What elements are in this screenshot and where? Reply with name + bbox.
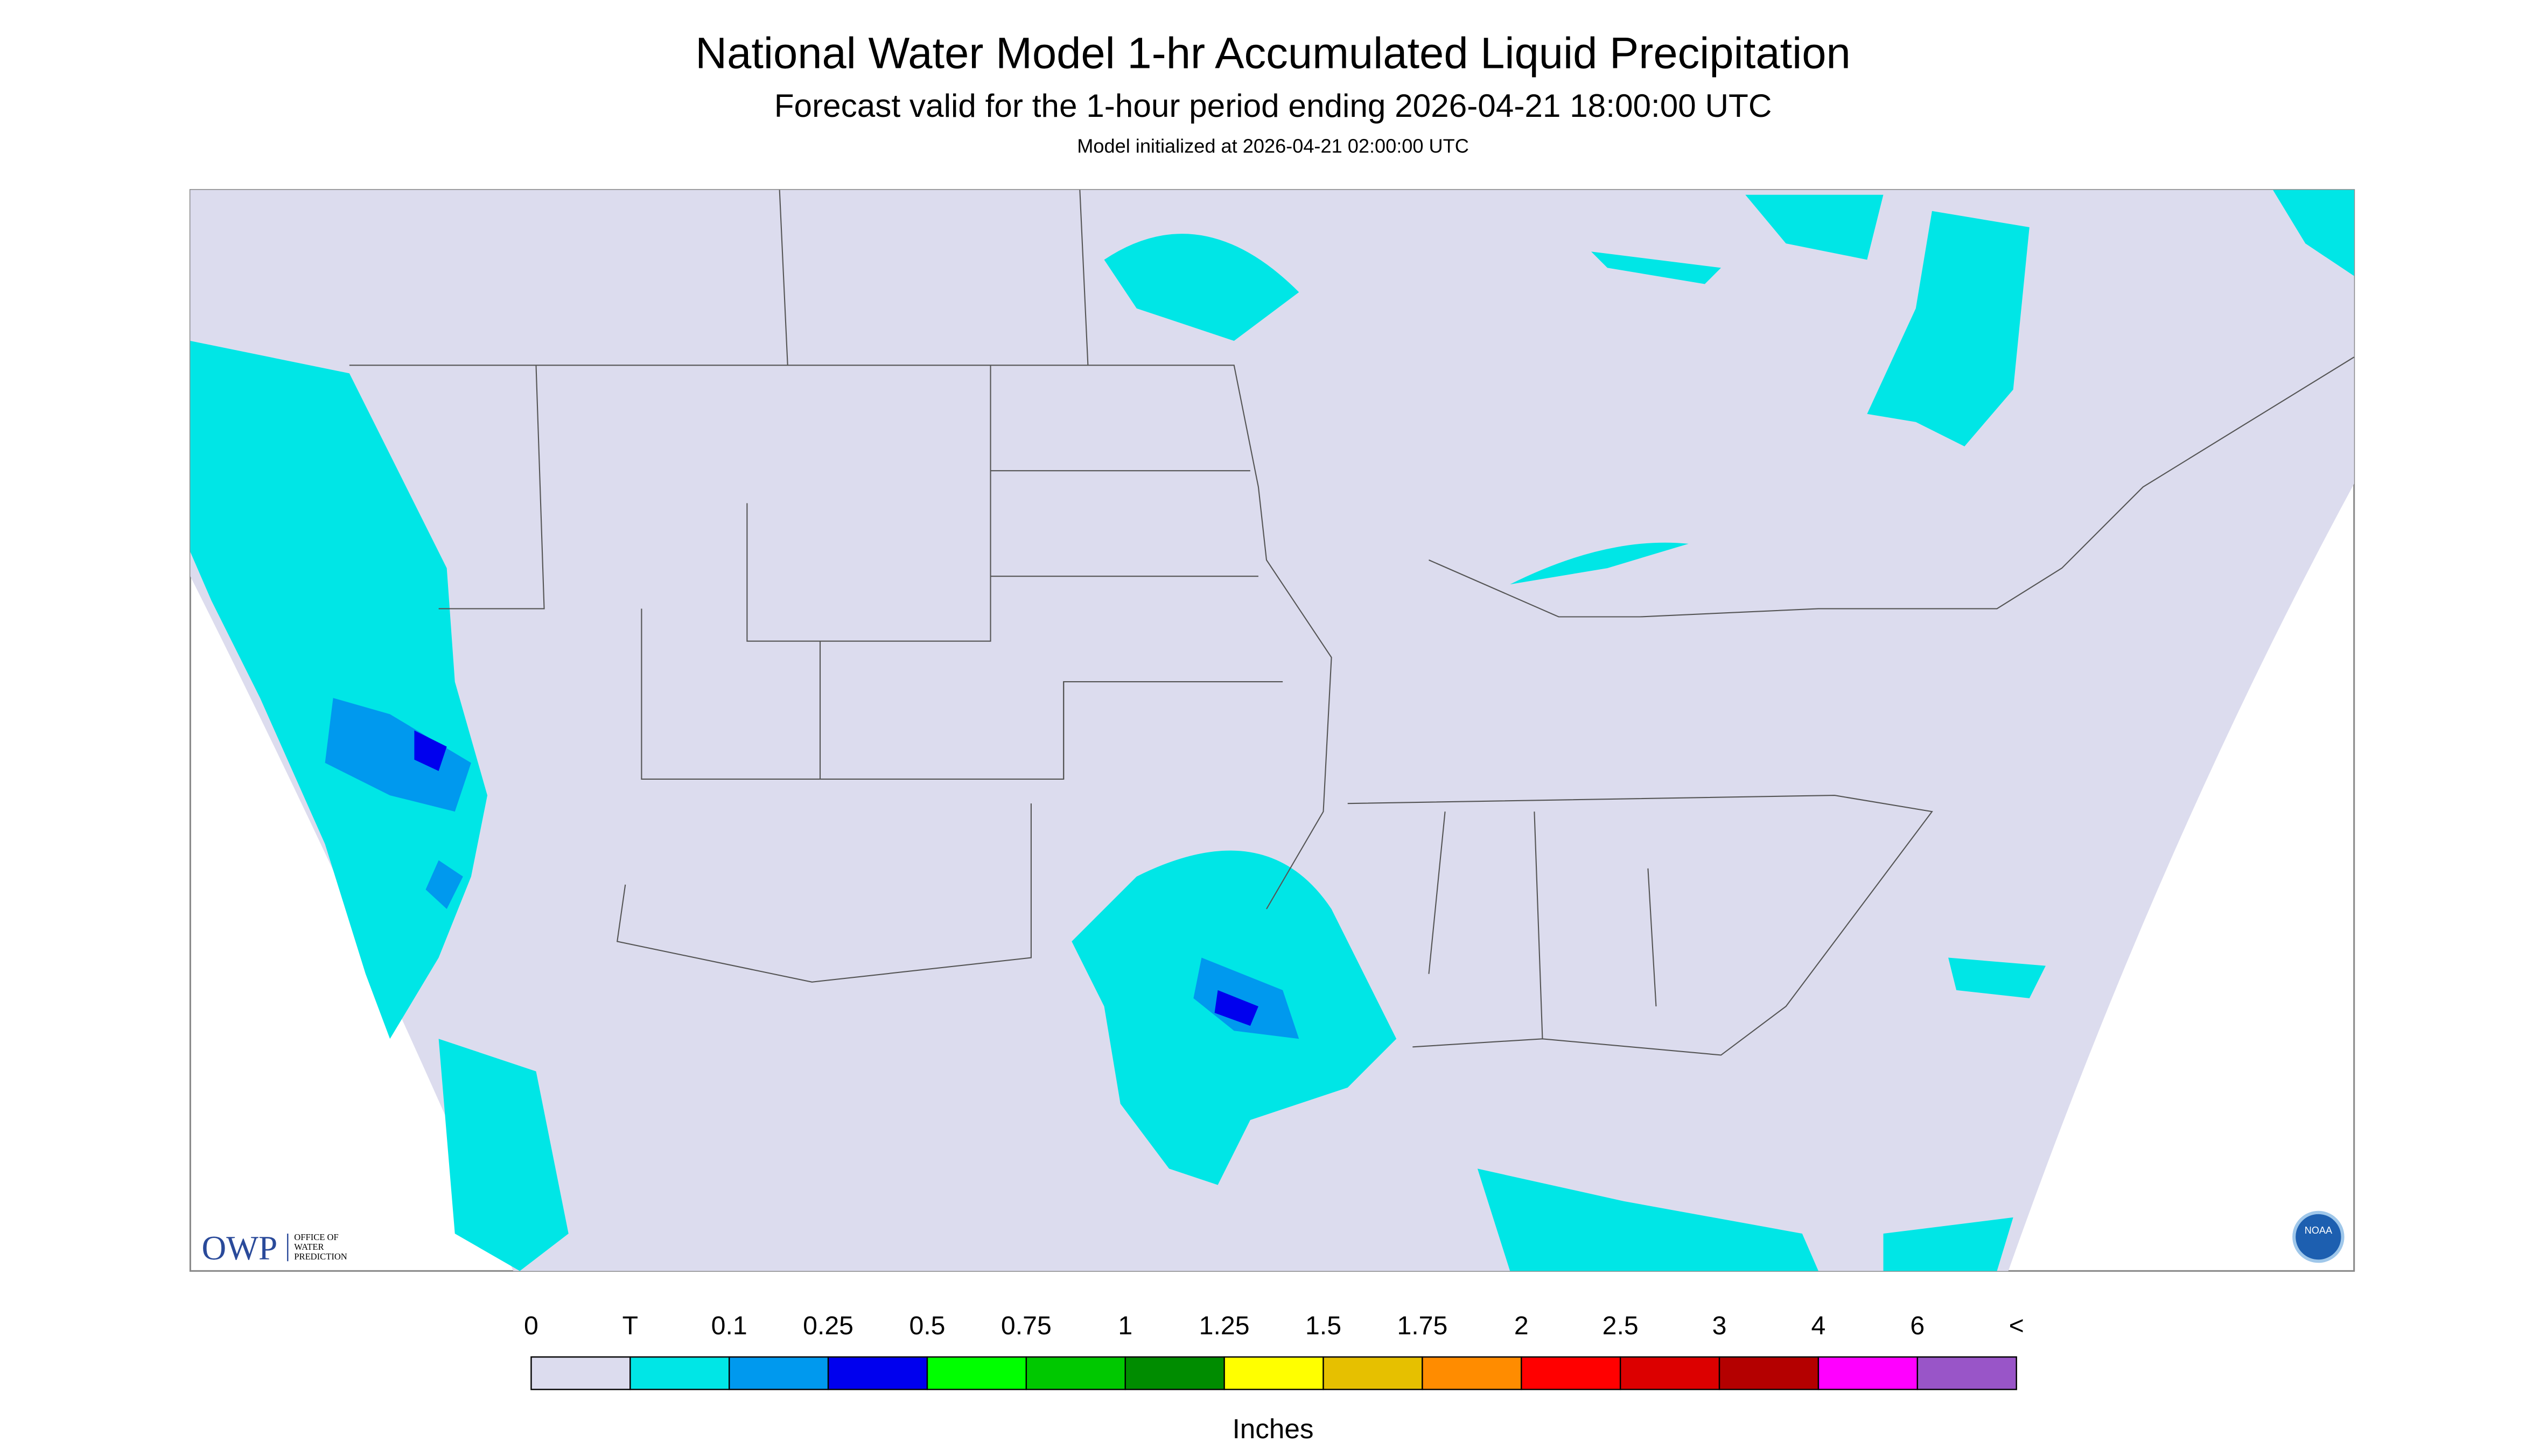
legend-swatch [827,1356,928,1390]
init-time: Model initialized at 2026-04-21 02:00:00… [1077,135,1469,157]
legend-unit: Inches [1233,1413,1314,1444]
precip-moderate [325,698,1299,1039]
legend-label: 1.75 [1397,1311,1447,1340]
legend-swatch [1124,1356,1225,1390]
owp-line: OFFICE OF [294,1232,338,1242]
domain [190,190,2354,1271]
legend-label: 1.25 [1199,1311,1250,1340]
legend-label: 4 [1811,1311,1826,1340]
legend-label: 6 [1910,1311,1925,1340]
legend: 0 T 0.1 0.25 0.5 0.75 1 1.25 1.5 1.75 2 2.5 3 4 6 < [524,1311,2024,1390]
legend-label: 0.75 [1001,1311,1052,1340]
legend-swatch [629,1356,730,1390]
legend-swatch [728,1356,829,1390]
legend-swatch [1916,1356,2017,1390]
legend-swatch [1223,1356,1324,1390]
precip-heavy [414,730,1258,1026]
map [189,189,2355,1272]
noaa-text: NOAA [2305,1225,2333,1236]
legend-swatch [530,1356,631,1390]
owp-line: WATER [294,1242,324,1252]
legend-swatch [1718,1356,1820,1390]
legend-label: 0.5 [909,1311,945,1340]
legend-label: 2 [1514,1311,1529,1340]
legend-label: < [2009,1311,2024,1340]
owp-mark: OWP [201,1229,277,1267]
legend-label: 3 [1712,1311,1727,1340]
legend-swatch [1521,1356,1621,1390]
legend-swatch [926,1356,1027,1390]
legend-swatch [1025,1356,1126,1390]
legend-label: 1.5 [1305,1311,1341,1340]
subtitle: Forecast valid for the 1-hour period end… [774,87,1772,124]
legend-swatch [1619,1356,1720,1390]
owp-line: PREDICTION [294,1251,347,1262]
legend-label: 2.5 [1603,1311,1639,1340]
legend-swatch [1817,1356,1919,1390]
borders [349,190,2355,1056]
legend-label: 0 [524,1311,538,1340]
legend-swatch [1323,1356,1423,1390]
legend-swatch [1422,1356,1522,1390]
title: National Water Model 1-hr Accumulated Li… [695,29,1850,78]
legend-label: 0.25 [803,1311,853,1340]
legend-label: 1 [1118,1311,1132,1340]
legend-label: T [622,1311,638,1340]
legend-label: 0.1 [711,1311,747,1340]
noaa-logo: NOAA [2292,1210,2345,1263]
